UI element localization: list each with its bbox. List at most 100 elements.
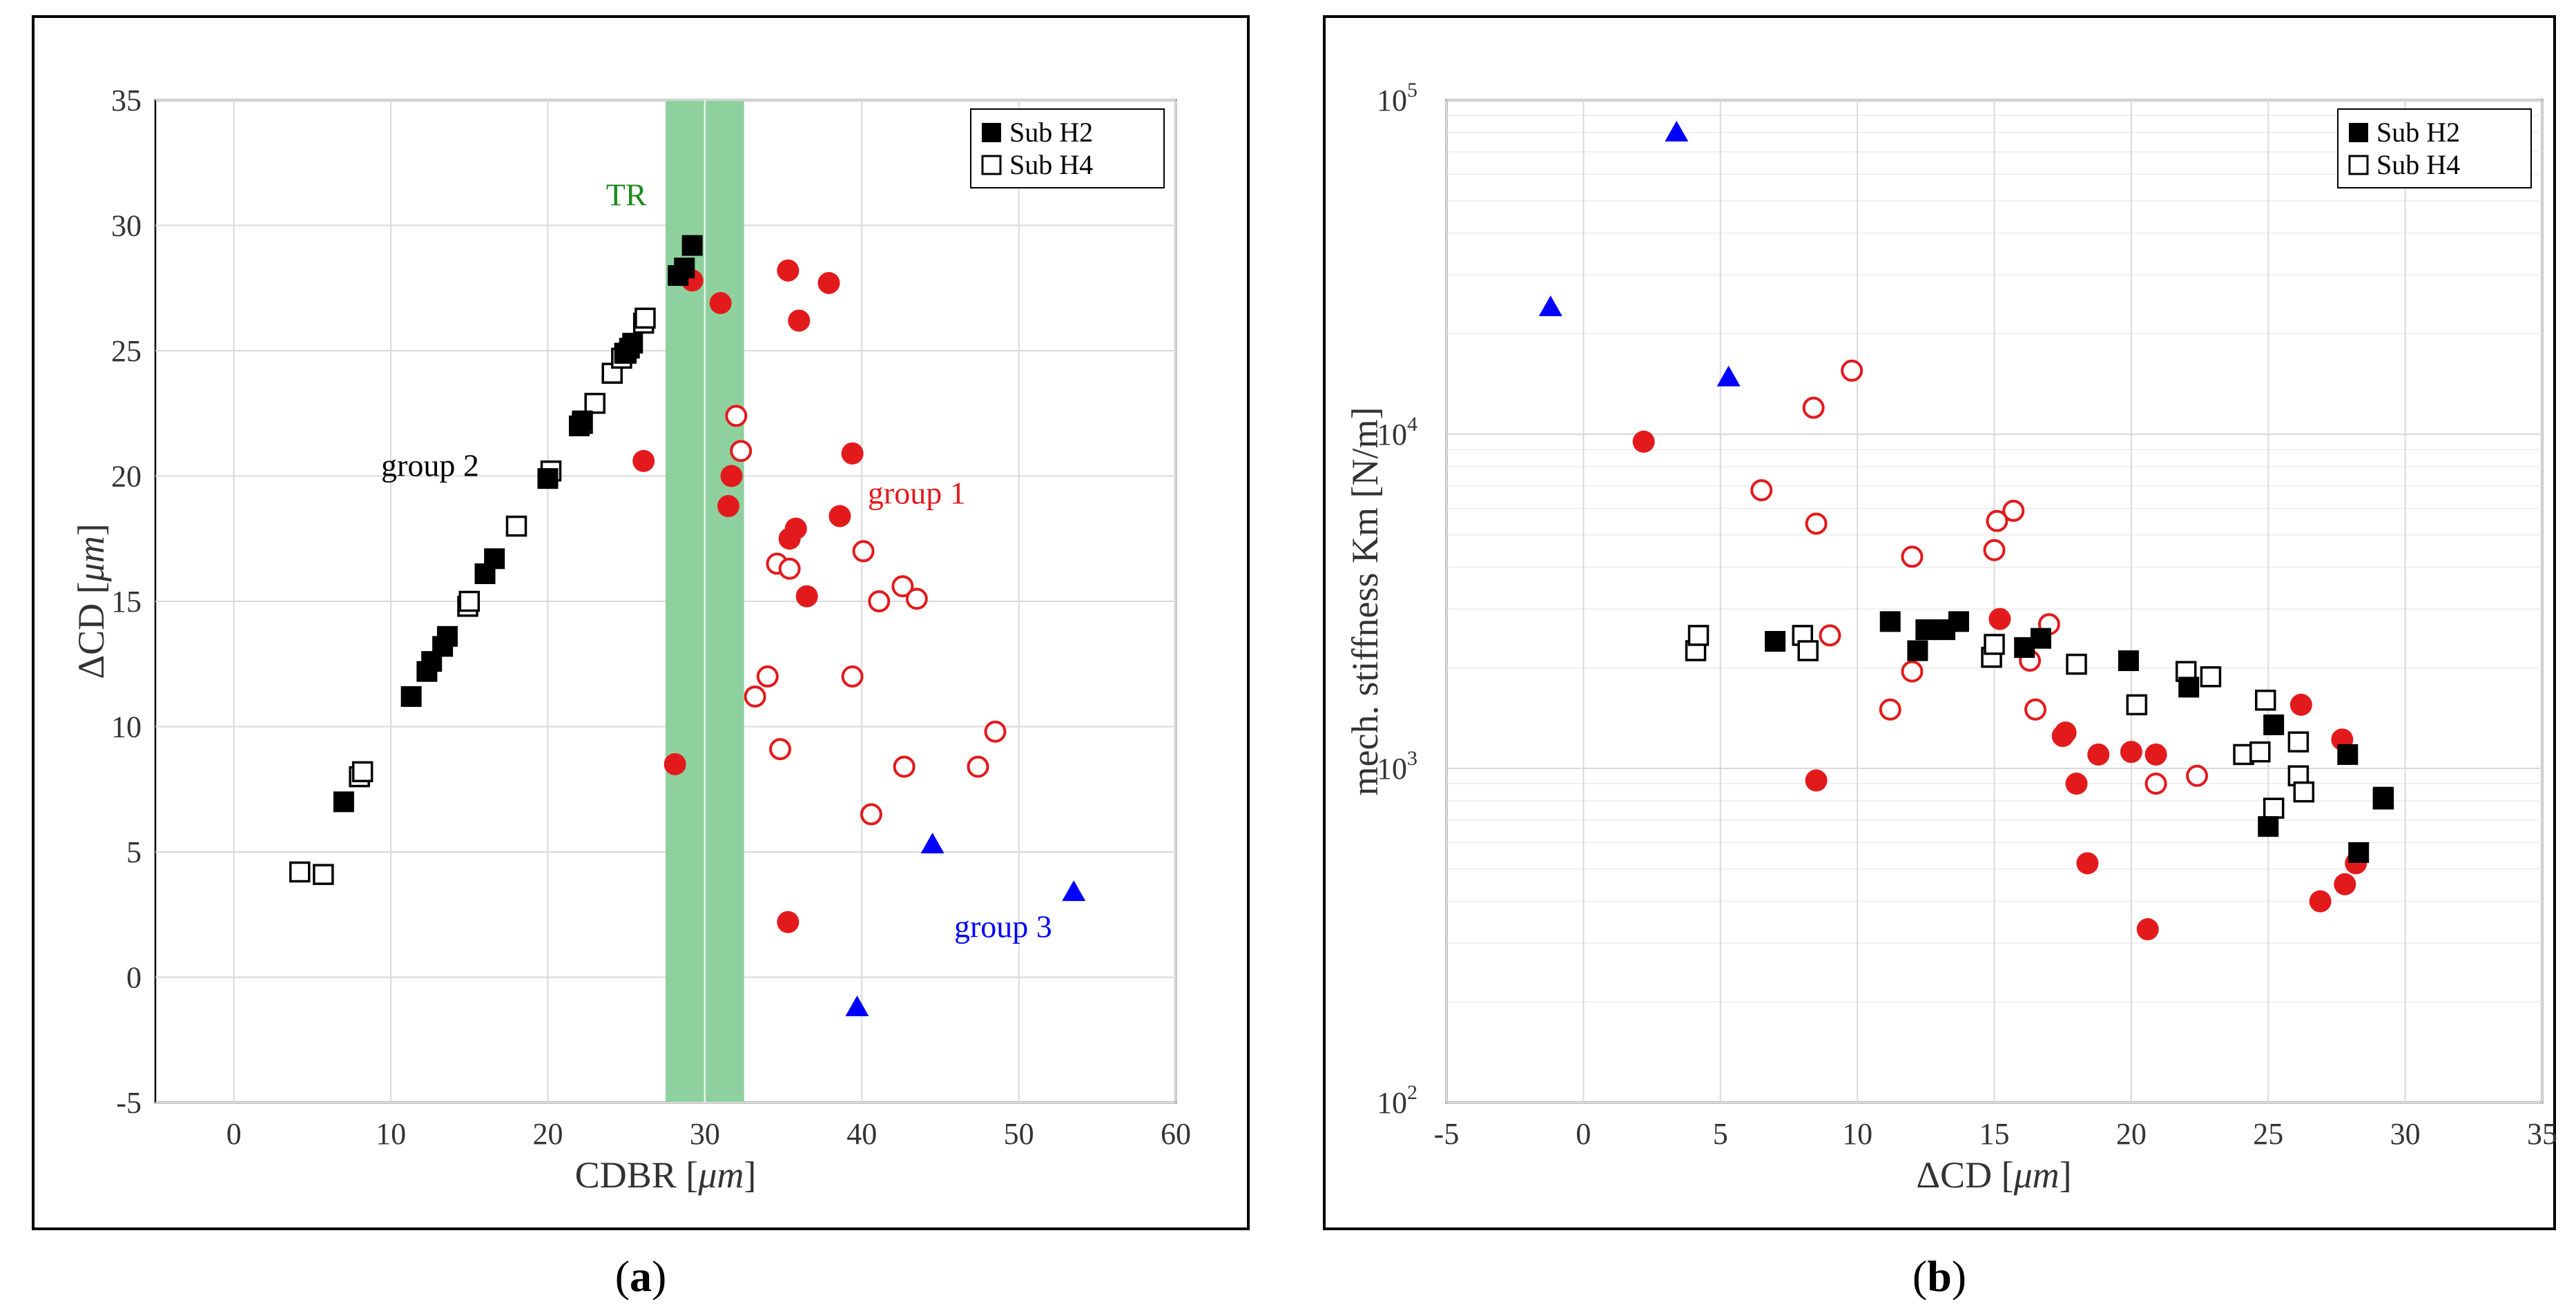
chart-b-point-open-circle [2147,774,2166,793]
chart-b-point-filled-circle [2055,721,2077,744]
chart-a-point-filled-square [333,791,354,812]
chart-b-point-open-square [2294,783,2313,802]
chart-a-y-tick-label: -5 [116,1086,142,1120]
chart-a-point-open-circle [986,722,1005,741]
chart-a-y-tick-label: 0 [126,961,142,995]
chart-a-point-filled-circle [777,260,799,282]
chart-a-legend: Sub H2 Sub H4 [971,109,1164,188]
chart-b-point-open-square [2251,743,2269,761]
chart-b-point-filled-circle [2076,852,2098,874]
chart-a-point-filled-circle [664,753,686,775]
chart-a-x-tick-label: 60 [1161,1117,1191,1151]
chart-a-legend-open-square-icon [982,156,1000,174]
chart-a-point-filled-square [484,548,505,569]
chart-a-point-filled-square [622,333,643,353]
chart-a-point-open-square [507,517,525,536]
chart-b-point-open-circle [1804,398,1823,418]
chart-a-point-open-square [636,309,655,327]
chart-b-point-open-circle [2187,766,2207,786]
chart-b-x-tick-label: 10 [1842,1117,1872,1151]
chart-b-x-tick-label: 30 [2390,1117,2421,1151]
chart-b-x-tick-label: 20 [2116,1117,2147,1151]
chart-b-point-open-circle [1985,541,2004,560]
caption-a: (a) [615,1252,667,1301]
chart-a-point-filled-square [674,258,695,278]
chart-a-point-filled-circle [710,292,732,314]
chart-b-x-tick-label: 25 [2253,1117,2283,1151]
chart-b-legend-open-square-icon [2350,156,2367,174]
chart-a-point-open-circle [771,739,790,759]
chart-b-point-filled-square [2373,787,2394,808]
chart-b-point-filled-square [2178,677,2199,697]
chart-b-point-filled-circle [2334,873,2356,895]
chart-b-point-filled-circle [1633,431,1655,453]
chart-a: TR 0 10 20 30 40 50 60 -5 0 5 10 15 20 25 30 35 group … [70,84,1191,1196]
chart-b-point-filled-circle [1805,770,1828,792]
chart-b-x-tick-label: 5 [1713,1117,1728,1151]
chart-b-point-filled-square [1915,619,1936,640]
chart-b-point-open-circle [1842,361,1861,380]
chart-a-point-open-square [354,762,372,781]
chart-a-y-tick-label: 10 [111,710,142,744]
chart-b-point-filled-square [2118,650,2139,671]
chart-a-legend-sub-h4: Sub H4 [1009,149,1093,180]
tr-band-label: TR [606,177,647,212]
chart-b-point-open-circle [1752,480,1771,500]
chart-a-point-open-circle [731,441,750,460]
chart-a-point-filled-circle [829,505,851,527]
chart-a-y-tick-label: 35 [111,84,142,117]
chart-a-point-open-circle [726,406,746,425]
chart-b-point-filled-circle [2145,744,2167,766]
chart-a-point-filled-square [682,235,703,256]
chart-b-point-filled-square [2337,744,2358,765]
chart-a-y-tick-label: 15 [111,585,142,619]
chart-a-y-tick-label: 25 [111,334,142,368]
chart-a-point-filled-square [401,686,422,707]
chart-a-point-open-circle [895,757,914,777]
chart-b-point-open-circle [1807,514,1826,534]
chart-a-point-filled-circle [817,272,840,294]
chart-a-point-open-square [314,865,333,884]
chart-b-x-tick-label: -5 [1434,1117,1460,1151]
chart-b-point-open-square [1689,626,1708,645]
chart-a-point-filled-circle [777,911,799,933]
chart-b-point-open-circle [1881,700,1900,719]
chart-a-point-open-circle [869,592,889,611]
chart-b-point-filled-circle [2066,773,2088,795]
chart-a-point-open-circle [862,805,881,824]
chart-b-point-open-square [2127,695,2146,714]
chart-a-x-tick-label: 30 [690,1117,720,1151]
chart-b-point-filled-square [1907,641,1928,661]
chart-a-point-open-square [585,394,604,413]
chart-b-point-open-circle [1902,547,1921,566]
chart-a-point-filled-circle [785,518,807,540]
chart-b-point-filled-circle [1988,608,2011,630]
chart-a-point-filled-circle [717,495,739,517]
chart-b-point-open-circle [1820,625,1839,645]
chart-a-legend-filled-square-icon [982,123,1001,142]
chart-b-point-open-square [1985,635,2004,654]
chart-b-point-open-circle [2026,700,2045,719]
chart-b-legend-sub-h2: Sub H2 [2376,117,2460,148]
chart-a-annotation: group 3 [954,909,1052,944]
chart-b-legend: Sub H2 Sub H4 [2338,109,2531,188]
chart-b-legend-filled-square-icon [2349,123,2368,142]
chart-a-point-open-circle [907,589,927,608]
chart-b-point-filled-square [2258,816,2278,837]
chart-b-x-axis-label: ΔCD [μm] [1916,1154,2071,1196]
chart-a-point-open-circle [968,757,987,777]
chart-a-y-axis-label: ΔCD [μm] [70,523,112,679]
chart-a-point-filled-square [437,626,458,647]
chart-b-x-tick-label: 35 [2527,1117,2557,1151]
chart-b-point-open-square [2265,799,2283,817]
chart-a-x-tick-label: 10 [376,1117,406,1151]
chart-b: -5 0 5 10 15 20 25 30 35 102103104105 ΔCD [μm] m… [1344,79,2557,1196]
chart-a-point-filled-square [537,468,558,489]
chart-a-point-filled-circle [788,309,810,331]
chart-a-x-tick-label: 0 [226,1117,242,1151]
chart-a-x-axis-label: CDBR [μm] [575,1154,757,1196]
chart-b-point-filled-square [2031,628,2051,649]
chart-a-point-open-square [291,863,309,882]
chart-b-point-filled-circle [2309,891,2332,913]
